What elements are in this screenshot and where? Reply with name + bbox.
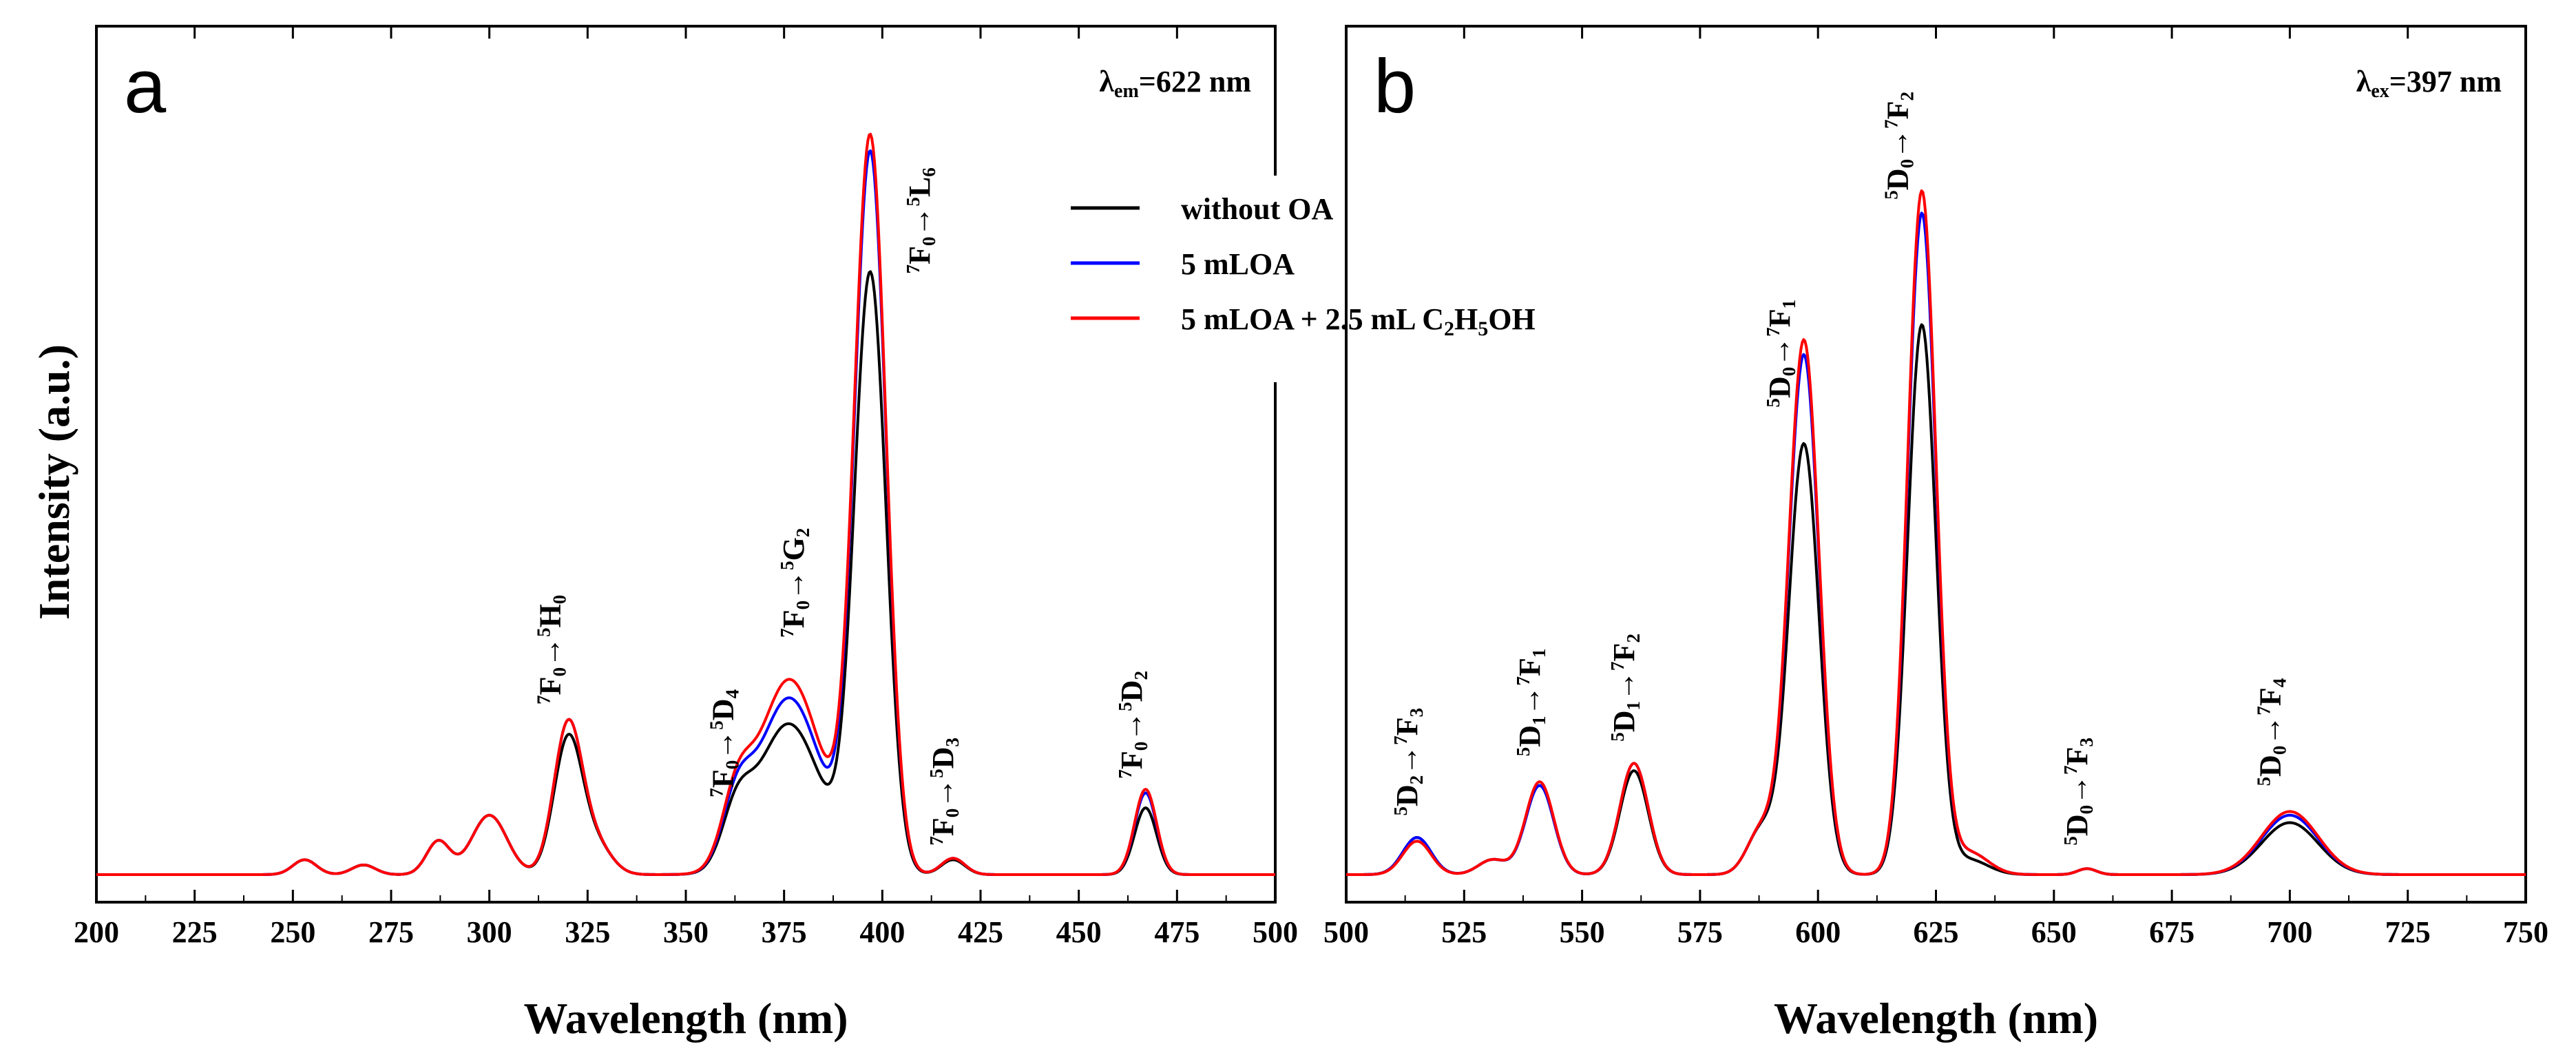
legend-label-2: 5 mLOA + 2.5 mL C2H5OH — [1181, 302, 1536, 340]
transition-label-a-2: 7F0→5G2 — [777, 528, 813, 638]
y-axis-label: Intensity (a.u.) — [30, 344, 78, 620]
panel-b: 500 525 550 575 600 625 650 675 700 725 750 Wavelen… — [1323, 25, 2548, 1043]
x-tick-label-b-5: 625 — [1914, 915, 1959, 949]
x-tick-label-a-3: 275 — [368, 915, 414, 949]
transition-label-b-1: 5D1→7F1 — [1513, 649, 1549, 757]
x-tick-label-a-1: 225 — [172, 915, 218, 949]
x-axis-label-b: Wavelength (nm) — [1774, 994, 2098, 1043]
x-tick-label-a-12: 500 — [1253, 915, 1298, 949]
x-tick-label-a-11: 475 — [1154, 915, 1200, 949]
x-tick-label-b-4: 600 — [1795, 915, 1841, 949]
plot-frame-a — [95, 25, 1277, 904]
excitation-note-b: λex=397 nm — [2356, 65, 2502, 102]
legend: without OA 5 mLOA 5 mLOA + 2.5 mL C2H5OH — [1040, 176, 1536, 382]
transition-label-b-4: 5D0→7F2 — [1881, 92, 1917, 200]
series-line-b-2 — [1345, 189, 2526, 876]
x-tick-label-a-2: 250 — [270, 915, 315, 949]
panel-letter-a: a — [124, 44, 167, 129]
legend-label-0: without OA — [1181, 192, 1333, 226]
x-tick-label-b-8: 700 — [2267, 915, 2312, 949]
x-tick-label-b-10: 750 — [2503, 915, 2548, 949]
transition-label-b-6: 5D0→7F4 — [2254, 678, 2290, 786]
x-tick-label-a-7: 375 — [762, 915, 807, 949]
panel-a: 200 225 250 275 300 325 350 375 400 425 450 475 500 W… — [74, 25, 1298, 1043]
series-line-b-0 — [1345, 323, 2526, 876]
x-tick-label-a-4: 300 — [467, 915, 512, 949]
x-tick-label-b-6: 650 — [2031, 915, 2077, 949]
panel-letter-b: b — [1374, 44, 1416, 129]
transition-label-a-5: 7F0→5D2 — [1115, 671, 1151, 779]
transition-label-a-0: 7F0→5H0 — [533, 595, 569, 705]
x-tick-label-a-0: 200 — [74, 915, 119, 949]
legend-box — [1040, 176, 1343, 382]
x-tick-label-b-2: 550 — [1560, 915, 1605, 949]
transition-label-b-3: 5D0→7F1 — [1763, 300, 1799, 408]
transition-label-a-3: 7F0→5L6 — [903, 167, 939, 273]
x-tick-label-b-3: 575 — [1677, 915, 1723, 949]
legend-label-1: 5 mLOA — [1181, 247, 1295, 281]
excitation-note-a: λem=622 nm — [1099, 65, 1251, 102]
transition-label-b-2: 5D1→7F2 — [1607, 634, 1644, 742]
transition-label-a-1: 7F0→5D4 — [706, 689, 742, 797]
transition-label-b-0: 5D2→7F3 — [1390, 708, 1427, 816]
x-tick-label-a-10: 450 — [1056, 915, 1102, 949]
transition-label-a-4: 7F0→5D3 — [926, 738, 963, 846]
x-tick-label-b-1: 525 — [1441, 915, 1487, 949]
x-tick-label-b-9: 725 — [2385, 915, 2431, 949]
series-line-a-2 — [96, 132, 1276, 876]
x-tick-label-a-6: 350 — [663, 915, 709, 949]
x-tick-label-b-0: 500 — [1323, 915, 1369, 949]
x-tick-label-b-7: 675 — [2149, 915, 2195, 949]
transition-label-b-5: 5D0→7F3 — [2060, 738, 2097, 846]
x-tick-label-a-5: 325 — [565, 915, 610, 949]
x-axis-label-a: Wavelength (nm) — [523, 994, 848, 1043]
x-tick-label-a-9: 425 — [958, 915, 1003, 949]
x-tick-label-a-8: 400 — [859, 915, 905, 949]
